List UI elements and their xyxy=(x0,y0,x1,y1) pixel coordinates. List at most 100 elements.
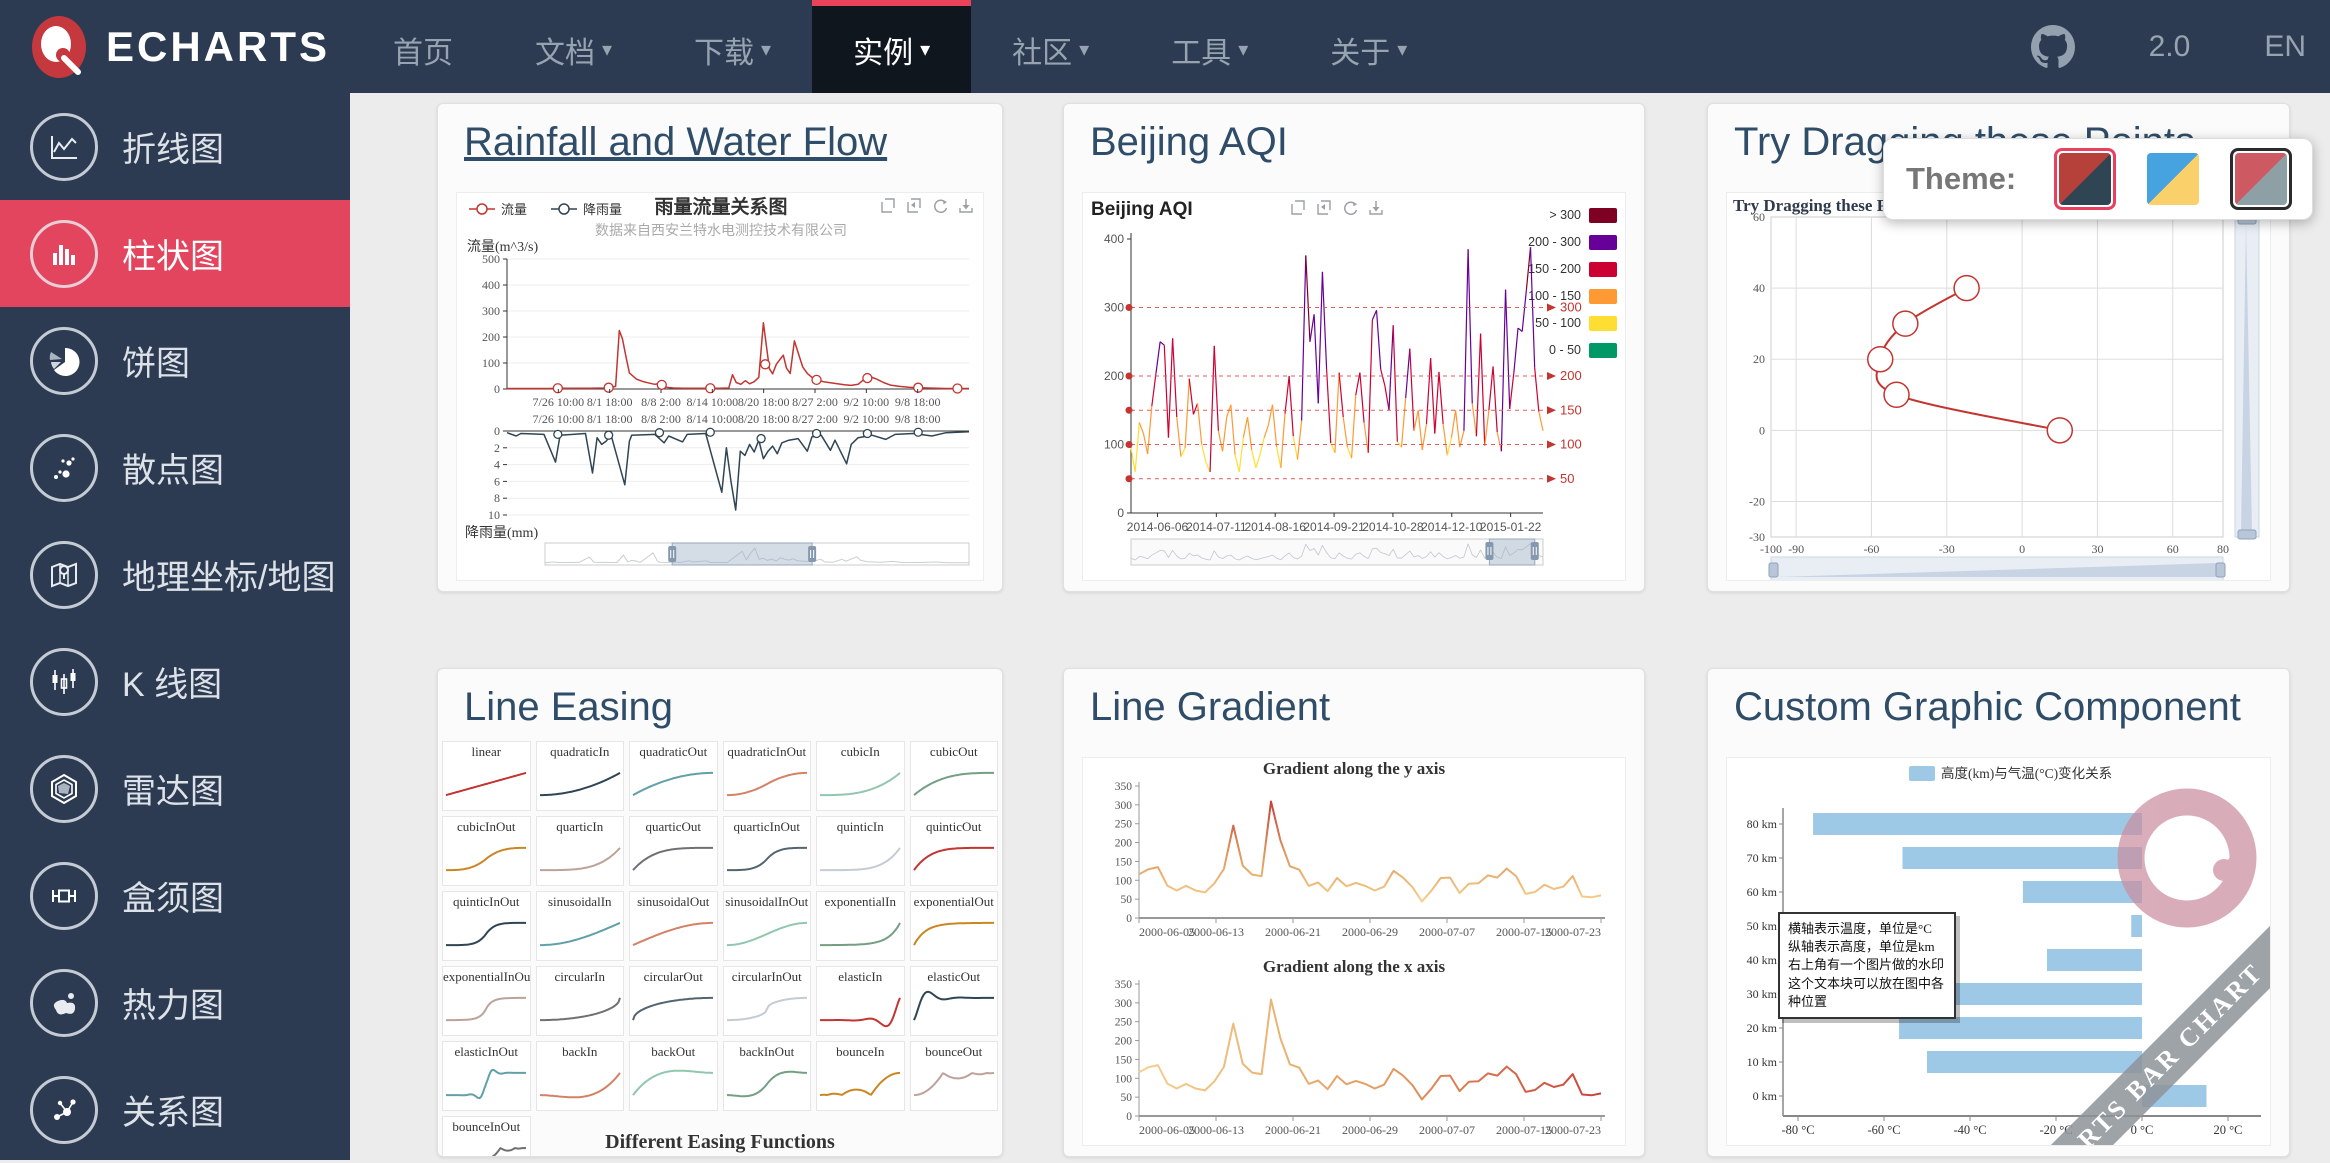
chart-rainfall[interactable]: 流量 降雨量 雨量流量关系图 数据来自西安兰特水电测控技术有限公司 流量(m^3/s) 5… xyxy=(456,192,984,581)
easing-cell-cubicIn[interactable]: cubicIn xyxy=(816,741,905,811)
card-title-rainfall[interactable]: Rainfall and Water Flow xyxy=(464,120,888,164)
visualmap-piece xyxy=(1589,316,1617,331)
easing-cell-quadraticInOut[interactable]: quadraticInOut xyxy=(722,741,811,811)
draggable-point[interactable] xyxy=(2046,417,2074,444)
svg-text:40 km: 40 km xyxy=(1747,953,1778,967)
svg-text:40: 40 xyxy=(1753,281,1765,295)
easing-cell-bounceOut[interactable]: bounceOut xyxy=(909,1041,998,1111)
github-icon[interactable] xyxy=(2030,24,2075,69)
easing-cell-quinticInOut[interactable]: quinticInOut xyxy=(442,891,531,961)
sidebar-item-label: 饼图 xyxy=(122,345,190,383)
sidebar-item-label: 折线图 xyxy=(122,131,224,169)
nav-item-1[interactable]: 文档 ▾ xyxy=(535,36,613,70)
easing-cell-quarticIn[interactable]: quarticIn xyxy=(535,816,624,886)
easing-cell-elasticInOut[interactable]: elasticInOut xyxy=(442,1041,531,1111)
easing-cell-quarticOut[interactable]: quarticOut xyxy=(629,816,718,886)
sidebar-item-6[interactable]: 雷达图 xyxy=(0,735,350,842)
nav-item-4[interactable]: 社区 ▾ xyxy=(1012,36,1090,70)
easing-cell-bounceInOut[interactable]: bounceInOut xyxy=(442,1116,531,1156)
easing-cell-linear[interactable]: linear xyxy=(442,741,531,811)
svg-text:数据来自西安兰特水电测控技术有限公司: 数据来自西安兰特水电测控技术有限公司 xyxy=(595,223,847,239)
easing-cell-backOut[interactable]: backOut xyxy=(629,1041,718,1111)
easing-cell-circularInOut[interactable]: circularInOut xyxy=(722,966,811,1036)
theme-swatch-macarons-theme[interactable] xyxy=(2147,153,2200,205)
svg-text:350: 350 xyxy=(1115,979,1133,991)
svg-text:2014-06-06: 2014-06-06 xyxy=(1127,520,1189,534)
svg-text:雨量流量关系图: 雨量流量关系图 xyxy=(654,195,787,218)
svg-text:200: 200 xyxy=(1560,368,1582,383)
card-title-gradient[interactable]: Line Gradient xyxy=(1090,685,1331,729)
svg-text:2014-07-11: 2014-07-11 xyxy=(1186,520,1247,534)
nav-item-5[interactable]: 工具 ▾ xyxy=(1171,36,1249,70)
nav-item-6[interactable]: 关于 ▾ xyxy=(1330,36,1408,70)
easing-cell-elasticOut[interactable]: elasticOut xyxy=(909,966,998,1036)
easing-cell-quarticInOut[interactable]: quarticInOut xyxy=(722,816,811,886)
sidebar-item-0[interactable]: 折线图 xyxy=(0,93,350,200)
theme-swatches xyxy=(2054,148,2293,210)
scatter-chart-icon xyxy=(30,433,98,502)
card-title-easing[interactable]: Line Easing xyxy=(464,685,674,729)
easing-cell-sinusoidalOut[interactable]: sinusoidalOut xyxy=(629,891,718,961)
sidebar-item-4[interactable]: 地理坐标/地图 xyxy=(0,521,350,628)
sidebar-item-7[interactable]: 盒须图 xyxy=(0,842,350,949)
sidebar-item-label: 盒须图 xyxy=(122,880,224,918)
easing-cell-quinticOut[interactable]: quinticOut xyxy=(909,816,998,886)
sidebar-item-8[interactable]: 热力图 xyxy=(0,949,350,1056)
nav-item-0[interactable]: 首页 xyxy=(393,36,453,70)
easing-cell-backIn[interactable]: backIn xyxy=(535,1041,624,1111)
chart-easing[interactable]: linear quadraticIn quadraticOut quadraticIn… xyxy=(440,739,1000,1156)
easing-cell-elasticIn[interactable]: elasticIn xyxy=(816,966,905,1036)
easing-cell-cubicOut[interactable]: cubicOut xyxy=(909,741,998,811)
easing-cell-exponentialInOut[interactable]: exponentialInOut xyxy=(442,966,531,1036)
echarts-brand[interactable]: ECHARTS xyxy=(26,0,330,93)
visualmap-piece xyxy=(1589,262,1617,277)
easing-cell-sinusoidalIn[interactable]: sinusoidalIn xyxy=(535,891,624,961)
area-zoom-icon xyxy=(881,198,895,213)
svg-text:200 - 300: 200 - 300 xyxy=(1528,235,1581,249)
svg-text:60: 60 xyxy=(1753,210,1765,224)
theme-swatch-default-theme[interactable] xyxy=(2059,153,2112,205)
draggable-point[interactable] xyxy=(1883,381,1910,409)
draggable-point[interactable] xyxy=(1953,274,1980,302)
easing-cell-sinusoidalInOut[interactable]: sinusoidalInOut xyxy=(722,891,811,961)
sidebar-item-5[interactable]: K 线图 xyxy=(0,628,350,735)
chart-aqi[interactable]: Beijing AQI > 300 200 - 300 150 - 200 100 - … xyxy=(1082,192,1626,581)
chart-draggable[interactable]: -100 -90 -60 -30 0 30 60 80 60 40 20 0 -20 -30 Try Dra… xyxy=(1726,192,2271,581)
card-title-custom[interactable]: Custom Graphic Component xyxy=(1734,685,2241,729)
easing-cell-cubicInOut[interactable]: cubicInOut xyxy=(442,816,531,886)
chevron-down-icon: ▾ xyxy=(1238,39,1249,61)
lang-switch[interactable]: EN xyxy=(2264,29,2306,63)
easing-cell-circularOut[interactable]: circularOut xyxy=(629,966,718,1036)
easing-cell-quadraticIn[interactable]: quadraticIn xyxy=(535,741,624,811)
easing-cell-quinticIn[interactable]: quinticIn xyxy=(816,816,905,886)
candlestick-icon xyxy=(30,647,98,716)
boxplot-icon xyxy=(30,861,98,930)
datazoom-slider xyxy=(544,542,970,566)
easing-cell-circularIn[interactable]: circularIn xyxy=(535,966,624,1036)
card-title-aqi[interactable]: Beijing AQI xyxy=(1090,120,1288,164)
easing-cell-backInOut[interactable]: backInOut xyxy=(722,1041,811,1111)
chart-custom[interactable]: 高度(km)与气温(°C)变化关系 0 km 10 km 20 km 30 km 40 k… xyxy=(1726,757,2271,1146)
draggable-point[interactable] xyxy=(1892,310,1919,337)
svg-text:0 °C: 0 °C xyxy=(2131,1123,2154,1137)
svg-text:高度(km)与气温(°C)变化关系: 高度(km)与气温(°C)变化关系 xyxy=(1941,765,2112,781)
easing-cell-exponentialIn[interactable]: exponentialIn xyxy=(816,891,905,961)
card-rainfall: Rainfall and Water Flow 流量 降雨量 雨量流量关系图 数据来自… xyxy=(437,103,1003,592)
card-easing: Line Easing linear quadraticIn quadraticOu… xyxy=(437,668,1003,1157)
nav-item-3[interactable]: 实例 ▾ xyxy=(812,0,972,93)
sidebar-item-2[interactable]: 饼图 xyxy=(0,307,350,414)
svg-text:-90: -90 xyxy=(1788,542,1804,556)
easing-cell-exponentialOut[interactable]: exponentialOut xyxy=(909,891,998,961)
theme-swatch-roma-theme[interactable] xyxy=(2235,153,2288,205)
chart-gradient[interactable]: Gradient along the y axis 350 300 250 200 150… xyxy=(1082,757,1626,1146)
easing-cell-quadraticOut[interactable]: quadraticOut xyxy=(629,741,718,811)
sidebar-item-1[interactable]: 柱状图 xyxy=(0,200,350,307)
draggable-point[interactable] xyxy=(1866,345,1894,373)
svg-text:2014-08-16: 2014-08-16 xyxy=(1245,520,1307,534)
sidebar-item-9[interactable]: 关系图 xyxy=(0,1056,350,1163)
nav-item-2[interactable]: 下载 ▾ xyxy=(694,36,772,70)
radar-icon xyxy=(30,754,98,823)
sidebar-item-3[interactable]: 散点图 xyxy=(0,414,350,521)
version-label: 2.0 xyxy=(2148,29,2191,63)
easing-cell-bounceIn[interactable]: bounceIn xyxy=(816,1041,905,1111)
